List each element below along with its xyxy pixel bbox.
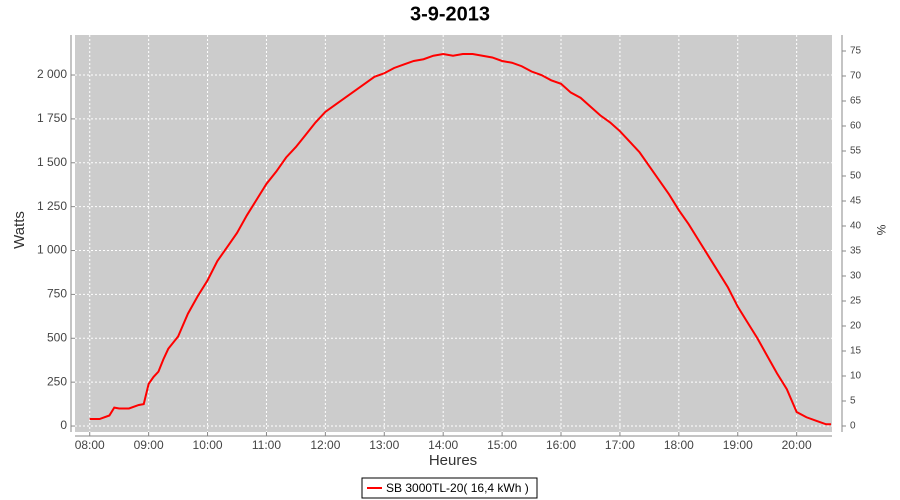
x-tick-label: 20:00 bbox=[782, 438, 812, 452]
x-tick-label: 11:00 bbox=[252, 438, 281, 452]
y-tick-label: 2 000 bbox=[37, 67, 67, 81]
y2-tick-label: 25 bbox=[850, 296, 862, 307]
y2-tick-label: 20 bbox=[850, 321, 862, 332]
y2-axis-label: % bbox=[874, 225, 888, 236]
x-tick-label: 15:00 bbox=[487, 438, 517, 452]
y2-tick-label: 5 bbox=[850, 396, 856, 407]
y2-tick-label: 35 bbox=[850, 246, 862, 257]
chart-title: 3-9-2013 bbox=[410, 3, 490, 25]
x-tick-label: 08:00 bbox=[75, 438, 105, 452]
y2-tick-label: 45 bbox=[850, 196, 862, 207]
y2-tick-label: 50 bbox=[850, 171, 862, 182]
x-tick-label: 17:00 bbox=[605, 438, 635, 452]
y2-tick-label: 75 bbox=[850, 46, 862, 57]
y2-tick-label: 65 bbox=[850, 96, 862, 107]
y2-tick-label: 0 bbox=[850, 421, 856, 432]
y-tick-label: 1 750 bbox=[37, 111, 67, 125]
x-tick-label: 18:00 bbox=[664, 438, 694, 452]
legend-box bbox=[361, 477, 538, 499]
x-tick-label: 16:00 bbox=[546, 438, 576, 452]
y2-tick-label: 15 bbox=[850, 346, 862, 357]
y2-tick-label: 30 bbox=[850, 271, 862, 282]
y-tick-label: 500 bbox=[47, 330, 67, 344]
y2-tick-label: 70 bbox=[850, 71, 862, 82]
x-axis-label: Heures bbox=[429, 452, 477, 469]
legend-label: SB 3000TL-20( 16,4 kWh ) bbox=[386, 481, 529, 495]
x-tick-label: 10:00 bbox=[193, 438, 223, 452]
x-tick-label: 19:00 bbox=[723, 438, 753, 452]
y-tick-label: 750 bbox=[47, 287, 67, 301]
y2-tick-label: 60 bbox=[850, 121, 862, 132]
y-tick-label: 0 bbox=[60, 418, 67, 432]
x-tick-label: 14:00 bbox=[428, 438, 458, 452]
y-axis-label: Watts bbox=[11, 211, 28, 249]
x-tick-label: 13:00 bbox=[369, 438, 399, 452]
x-tick-label: 09:00 bbox=[134, 438, 164, 452]
y-tick-label: 1 000 bbox=[37, 243, 67, 257]
y2-tick-label: 10 bbox=[850, 371, 862, 382]
y2-tick-label: 40 bbox=[850, 221, 862, 232]
series-line bbox=[89, 52, 832, 426]
plot-area bbox=[75, 35, 832, 432]
y2-tick-label: 55 bbox=[850, 146, 862, 157]
x-tick-label: 12:00 bbox=[310, 438, 340, 452]
y-tick-label: 1 500 bbox=[37, 155, 67, 169]
y-tick-label: 250 bbox=[47, 374, 67, 388]
y-tick-label: 1 250 bbox=[37, 199, 67, 213]
